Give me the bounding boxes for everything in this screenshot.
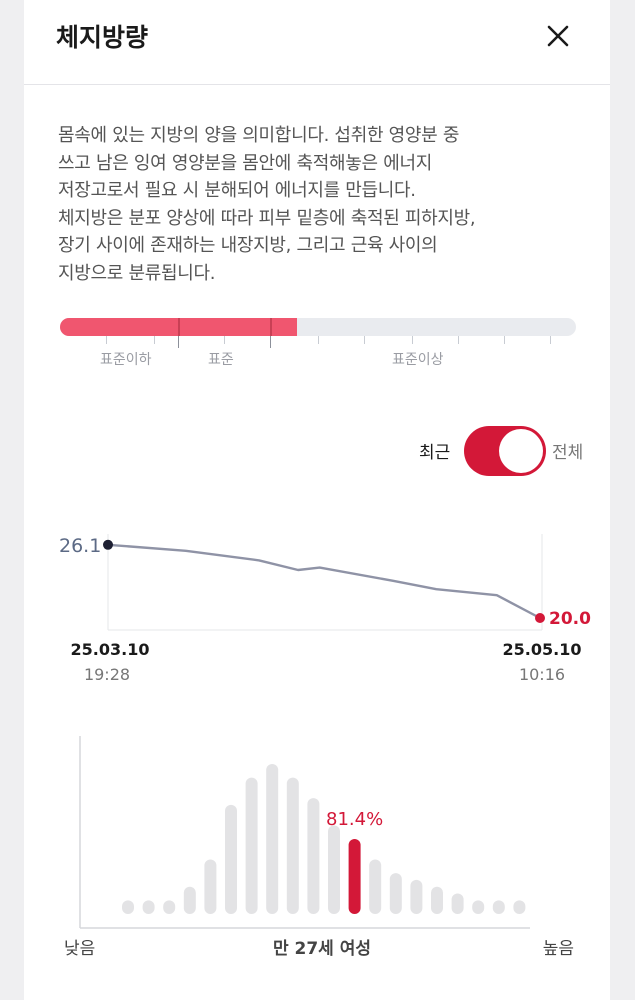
end-point xyxy=(535,613,545,623)
range-ticks xyxy=(60,336,576,350)
range-divider xyxy=(178,318,180,336)
end-time-label: 10:16 xyxy=(519,665,565,684)
range-tick xyxy=(458,336,459,344)
distribution-bar xyxy=(183,886,196,914)
distribution-bar xyxy=(431,886,443,914)
range-tick xyxy=(270,336,271,348)
trend-line-chart: 26.1 20.0 25.03.10 19:28 25.05.10 10:16 xyxy=(59,534,591,684)
distribution-bar xyxy=(142,900,155,914)
axis-label-high: 높음 xyxy=(543,939,574,959)
range-tick xyxy=(224,336,225,344)
toggle-knob[interactable] xyxy=(499,429,543,473)
range-tick xyxy=(318,336,319,344)
distribution-bar xyxy=(369,859,382,914)
highlight-percent-label: 81.4% xyxy=(326,809,383,830)
distribution-bar xyxy=(204,859,217,914)
distribution-bar xyxy=(286,777,299,914)
range-bar xyxy=(60,318,576,336)
body-fat-panel: 체지방량 몸속에 있는 지방의 양을 의미합니다. 섭취한 영양분 중 쓰고 남… xyxy=(24,0,610,1000)
range-tick xyxy=(154,336,155,344)
range-label-below: 표준이하 xyxy=(100,352,152,368)
close-icon[interactable] xyxy=(544,22,572,50)
distribution-bar xyxy=(328,825,340,914)
end-date-label: 25.05.10 xyxy=(503,640,582,659)
distribution-bar xyxy=(122,900,134,914)
distribution-bar xyxy=(163,900,176,914)
start-point xyxy=(103,539,113,550)
range-tick xyxy=(364,336,365,344)
page-title: 체지방량 xyxy=(56,23,149,52)
range-divider xyxy=(270,318,272,336)
start-time-label: 19:28 xyxy=(84,665,130,684)
distribution-bar xyxy=(492,900,505,914)
toggle-label-all[interactable]: 전체 xyxy=(552,443,584,463)
panel-header: 체지방량 xyxy=(24,0,610,85)
toggle-label-recent[interactable]: 최근 xyxy=(419,443,451,463)
description-text: 몸속에 있는 지방의 양을 의미합니다. 섭취한 영양분 중 쓰고 남은 잉여 … xyxy=(58,125,476,284)
range-tick xyxy=(178,336,179,348)
axis-label-group: 만 27세 여성 xyxy=(273,939,371,959)
distribution-bar xyxy=(225,804,237,914)
distribution-bar xyxy=(472,900,485,914)
range-label-standard: 표준 xyxy=(208,352,234,368)
close-button[interactable] xyxy=(544,22,572,50)
range-tick xyxy=(550,336,551,344)
range-tick xyxy=(106,336,107,344)
start-value-label: 26.1 xyxy=(59,535,101,557)
distribution-bar xyxy=(513,900,526,914)
range-tick xyxy=(412,336,413,344)
distribution-bar xyxy=(266,764,279,914)
distribution-bar xyxy=(410,879,423,914)
distribution-bar xyxy=(245,777,258,914)
period-toggle[interactable] xyxy=(464,426,546,476)
distribution-bar xyxy=(307,798,320,914)
range-label-above: 표준이상 xyxy=(392,352,444,368)
range-tick xyxy=(504,336,505,344)
highlight-bar xyxy=(348,839,361,914)
distribution-bar xyxy=(389,873,402,914)
trend-line xyxy=(107,543,541,620)
distribution-bar-chart: 81.4% 낮음 만 27세 여성 높음 xyxy=(64,736,574,959)
axis-label-low: 낮음 xyxy=(64,939,95,959)
start-date-label: 25.03.10 xyxy=(71,640,150,659)
end-value-label: 20.0 xyxy=(549,609,591,629)
distribution-bar xyxy=(451,893,464,914)
